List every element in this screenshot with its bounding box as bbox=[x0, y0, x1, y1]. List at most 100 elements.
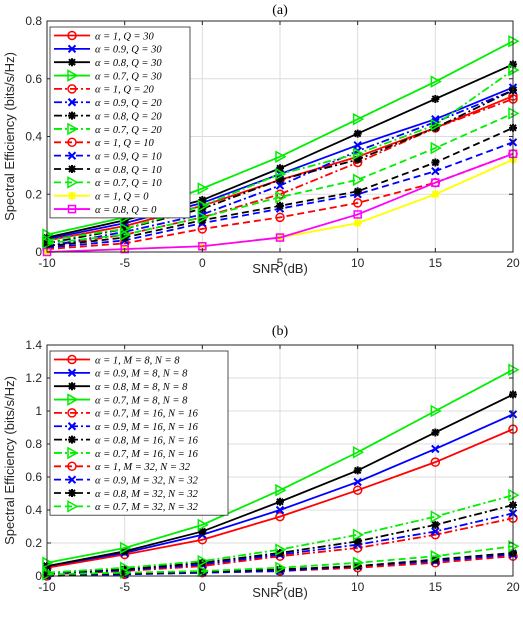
x-tick-label: -5 bbox=[119, 256, 130, 270]
legend-entry: α = 0.9, M = 32, N = 32 bbox=[54, 475, 199, 486]
legend-entry: α = 1, Q = 30 bbox=[54, 30, 155, 42]
legend-entry: α = 0.8, Q = 10 bbox=[54, 165, 162, 176]
data-point bbox=[352, 147, 365, 161]
legend-marker bbox=[67, 98, 77, 107]
y-tick-label: 0.4 bbox=[25, 130, 42, 144]
legend-label: α = 1, M = 32, N = 32 bbox=[95, 462, 191, 473]
legend-label: α = 0.7, M = 32, N = 32 bbox=[95, 502, 199, 513]
legend-label: α = 0.9, Q = 20 bbox=[95, 98, 162, 109]
data-point bbox=[198, 196, 207, 205]
legend-entry: α = 0.9, Q = 20 bbox=[54, 98, 162, 109]
data-point bbox=[431, 166, 440, 176]
series-line bbox=[46, 112, 514, 245]
data-point bbox=[120, 244, 129, 254]
data-point bbox=[276, 201, 284, 210]
legend-label: α = 0.8, M = 32, N = 32 bbox=[95, 489, 199, 500]
legend-label: α = 0.9, M = 8, N = 8 bbox=[95, 369, 188, 380]
data-point bbox=[120, 224, 129, 233]
series-4 bbox=[42, 363, 520, 570]
legend-entry: α = 0.7, M = 16, N = 16 bbox=[54, 446, 199, 460]
x-tick-label: 10 bbox=[351, 256, 365, 270]
data-point bbox=[198, 527, 207, 536]
data-point bbox=[353, 155, 362, 164]
legend-marker bbox=[67, 475, 77, 484]
legend-entry: α = 0.7, Q = 20 bbox=[54, 122, 162, 136]
legend-box bbox=[49, 350, 229, 516]
legend-entry: α = 0.8, Q = 0 bbox=[54, 204, 157, 216]
legend-label: α = 0.9, M = 16, N = 16 bbox=[95, 422, 199, 433]
data-point bbox=[353, 129, 362, 138]
y-tick-label: 1.4 bbox=[25, 338, 42, 352]
y-tick-label: 0.2 bbox=[25, 536, 42, 550]
data-point bbox=[352, 528, 365, 542]
legend-marker bbox=[67, 408, 77, 418]
data-point bbox=[430, 75, 442, 88]
x-tick-label: -5 bbox=[119, 580, 130, 594]
data-point bbox=[430, 118, 442, 132]
legend-entry: α = 1, M = 8, N = 8 bbox=[54, 354, 180, 366]
data-point bbox=[430, 404, 442, 418]
legend-entry: α = 0.8, M = 16, N = 16 bbox=[54, 435, 199, 446]
data-point bbox=[119, 566, 132, 579]
legend-entry: α = 0.7, M = 8, N = 8 bbox=[54, 393, 188, 406]
data-point bbox=[197, 224, 208, 234]
legend: α = 1, Q = 30 α = 0.9, Q = 30 α = 0.8, Q =… bbox=[49, 26, 191, 219]
y-tick-label: 0 bbox=[35, 569, 42, 583]
data-point bbox=[197, 199, 209, 213]
x-axis-label: SNR (dB) bbox=[252, 585, 308, 600]
legend-label: α = 0.9, M = 32, N = 32 bbox=[95, 475, 199, 486]
legend-marker bbox=[67, 393, 79, 406]
legend-label: α = 0.8, Q = 30 bbox=[95, 58, 162, 69]
data-point bbox=[197, 182, 209, 195]
x-tick-label: 20 bbox=[506, 256, 520, 270]
x-tick-label: 10 bbox=[351, 580, 365, 594]
x-tick-label: 15 bbox=[429, 256, 443, 270]
legend-marker bbox=[67, 354, 77, 365]
data-point bbox=[430, 510, 442, 523]
legend-marker bbox=[67, 204, 77, 214]
data-point bbox=[430, 457, 441, 467]
legend-entry: α = 0.7, M = 16, N = 16 bbox=[54, 408, 199, 420]
legend-marker bbox=[68, 489, 76, 497]
legend-marker bbox=[67, 176, 79, 189]
legend-label: α = 0.7, Q = 10 bbox=[95, 178, 162, 189]
data-point bbox=[353, 219, 362, 228]
legend-label: α = 0.8, M = 16, N = 16 bbox=[95, 435, 199, 446]
data-point bbox=[275, 511, 285, 522]
data-point bbox=[431, 520, 440, 529]
legend-label: α = 1, Q = 0 bbox=[95, 192, 149, 203]
data-point bbox=[275, 543, 287, 556]
legend-marker bbox=[67, 44, 77, 54]
legend-marker bbox=[68, 382, 76, 391]
plot-panel-a: -10 -5 0 5 10 15 20 0 0.2 0.4 0.6 0.8 (a) SNR (dB) Spe… bbox=[2, 3, 520, 276]
y-tick-label: 1.2 bbox=[25, 371, 42, 385]
legend-marker bbox=[67, 446, 79, 460]
legend-marker bbox=[68, 58, 76, 67]
data-point bbox=[198, 558, 207, 567]
data-point bbox=[276, 175, 284, 184]
legend-entry: α = 0.9, Q = 10 bbox=[54, 151, 162, 162]
data-point bbox=[276, 164, 284, 173]
x-axis-label: SNR (dB) bbox=[252, 261, 308, 276]
legend-entry: α = 0.7, M = 32, N = 32 bbox=[54, 500, 199, 513]
y-tick-label: 0.2 bbox=[25, 187, 42, 201]
data-point bbox=[431, 190, 440, 199]
y-axis-label: Spectral Efficiency (bits/s/Hz) bbox=[2, 376, 17, 545]
legend: α = 1, M = 8, N = 8 α = 0.9, M = 8, N = 8… bbox=[49, 350, 229, 516]
data-point bbox=[352, 198, 363, 208]
x-tick-label: -10 bbox=[38, 580, 56, 594]
data-point bbox=[431, 178, 440, 187]
data-point bbox=[352, 173, 365, 187]
legend-label: α = 0.8, Q = 20 bbox=[95, 111, 162, 122]
y-tick-label: 0.6 bbox=[25, 470, 42, 484]
legend-entry: α = 0.8, M = 8, N = 8 bbox=[54, 382, 188, 393]
data-point bbox=[119, 228, 132, 241]
panel-title: (b) bbox=[272, 324, 289, 339]
data-point bbox=[352, 556, 365, 570]
x-tick-label: 5 bbox=[277, 580, 284, 594]
series-line bbox=[46, 152, 514, 251]
legend-marker bbox=[67, 461, 77, 472]
x-tick-label: 0 bbox=[199, 580, 206, 594]
data-point bbox=[352, 485, 363, 495]
x-tick-label: -10 bbox=[38, 256, 56, 270]
